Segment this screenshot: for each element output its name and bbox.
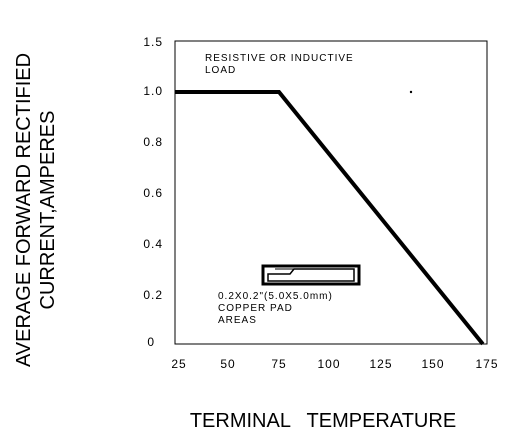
pad-annotation-line3: AREAS bbox=[218, 315, 257, 326]
x-tick-label-75: 75 bbox=[271, 357, 286, 371]
y-tick-label-0.8: 0.8 bbox=[143, 135, 163, 149]
y-tick-label-0.4: 0.4 bbox=[143, 237, 163, 251]
load-annotation-line1: RESISTIVE OR INDUCTIVE bbox=[205, 53, 354, 64]
x-tick-label-150: 150 bbox=[421, 357, 444, 371]
y-tick-label-0.2: 0.2 bbox=[143, 288, 163, 302]
y-tick-label-0.6: 0.6 bbox=[143, 186, 163, 200]
y-axis-title-line2: CURRENT,AMPERES bbox=[37, 111, 59, 310]
x-tick-label-50: 50 bbox=[220, 357, 235, 371]
pad-annotation-line1: 0.2X0.2"(5.0X5.0mm) bbox=[218, 291, 333, 302]
y-tick-label-1.0: 1.0 bbox=[143, 84, 163, 98]
plot-frame bbox=[174, 40, 488, 345]
y-tick-label-1.5: 1.5 bbox=[143, 35, 163, 49]
series-line bbox=[175, 90, 485, 346]
copper-pad-icon bbox=[261, 264, 361, 286]
stray-dot bbox=[409, 90, 413, 94]
y-axis-title: AVERAGE FORWARD RECTIFIED CURRENT,AMPERE… bbox=[13, 53, 59, 367]
y-tick-label-0: 0 bbox=[147, 335, 155, 349]
x-axis-title: TERMINAL TEMPERATURE bbox=[190, 410, 456, 432]
pad-annotation-line2: COPPER PAD bbox=[218, 303, 293, 314]
x-tick-label-25: 25 bbox=[171, 357, 186, 371]
x-tick-label-100: 100 bbox=[317, 357, 340, 371]
x-tick-label-125: 125 bbox=[369, 357, 392, 371]
x-tick-label-175: 175 bbox=[475, 357, 498, 371]
load-annotation-line2: LOAD bbox=[205, 65, 236, 76]
y-axis-title-line1: AVERAGE FORWARD RECTIFIED bbox=[13, 53, 35, 367]
